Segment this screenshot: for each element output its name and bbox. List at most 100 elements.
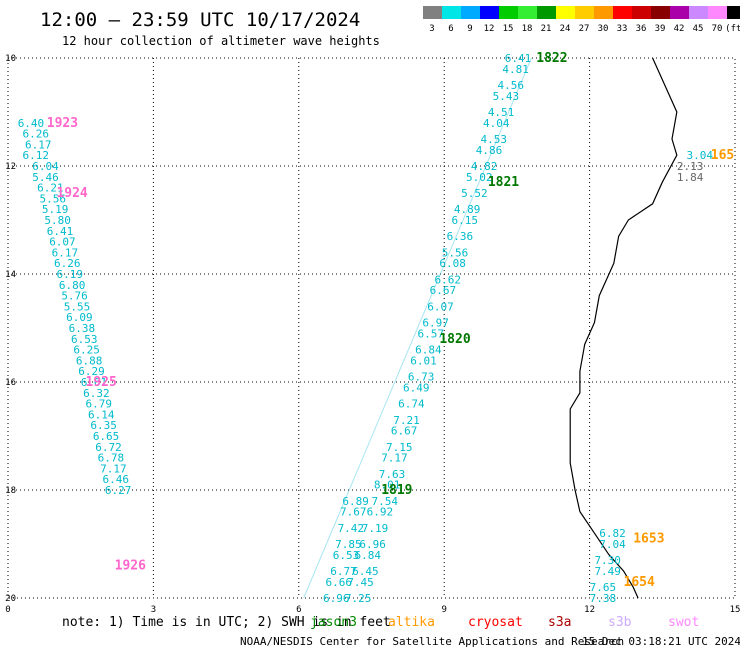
- x-tick-label: 6: [296, 605, 301, 615]
- scale-swatch: [594, 6, 613, 19]
- x-tick-label: 12: [584, 605, 595, 615]
- wave-height-value: 5.43: [493, 90, 519, 103]
- grid-lines: [7, 57, 736, 599]
- wave-height-value: 6.80: [59, 279, 86, 292]
- wave-height-value: 7.15: [386, 441, 413, 454]
- wave-height-value: 6.07: [49, 236, 76, 249]
- wave-height-value: 7.85: [335, 538, 362, 551]
- scale-swatch: [556, 6, 575, 19]
- scale-swatch: [575, 6, 594, 19]
- wave-height-value: 6.96: [323, 592, 350, 605]
- satellite-legend-label: swot: [668, 615, 699, 630]
- y-tick-label: 10: [5, 54, 16, 64]
- wave-height-value: 4.82: [471, 160, 498, 173]
- wave-height-value: 6.36: [447, 230, 474, 243]
- wave-height-value: 5.56: [40, 192, 67, 205]
- pass-label: 1924: [56, 186, 87, 201]
- wave-height-value: 6.27: [105, 484, 132, 497]
- y-tick-label: 16: [5, 378, 16, 388]
- wave-height-value: 6.67: [430, 284, 457, 297]
- wave-height-value: 7.65: [590, 581, 617, 594]
- scale-label: (ft): [725, 24, 740, 34]
- y-tick-label: 12: [5, 162, 16, 172]
- wave-height-value: 5.02: [466, 171, 493, 184]
- plot-frame: [7, 57, 736, 599]
- wave-height-value: 6.08: [439, 257, 466, 270]
- scale-label: 27: [579, 24, 590, 34]
- wave-height-value: 6.62: [435, 273, 462, 286]
- pass-label: 1819: [381, 483, 412, 498]
- satellite-legend-label: cryosat: [468, 615, 523, 630]
- scale-swatch: [480, 6, 499, 19]
- wave-height-value: 6.96: [359, 538, 386, 551]
- satellite-legend-label: s3a: [548, 615, 571, 630]
- wave-height-value: 5.55: [64, 300, 90, 313]
- scale-swatch: [423, 6, 442, 19]
- wave-height-value: 6.19: [56, 268, 83, 281]
- wave-height-value: 7.49: [594, 565, 621, 578]
- y-tick-label: 14: [5, 270, 16, 280]
- scale-label: 30: [598, 24, 609, 34]
- scale-label: 33: [617, 24, 628, 34]
- wave-height-value: 7.38: [590, 592, 617, 605]
- scale-swatch: [613, 6, 632, 19]
- wave-height-value: 7.19: [362, 522, 389, 535]
- wave-height-value: 6.12: [23, 149, 50, 162]
- pass-label: 1820: [439, 332, 470, 347]
- scale-swatch: [651, 6, 670, 19]
- scale-swatch: [670, 6, 689, 19]
- wave-height-value: 7.67: [340, 506, 367, 519]
- wave-height-value: 4.53: [481, 133, 508, 146]
- scale-label: 70: [712, 24, 723, 34]
- wave-height-value: 6.41: [505, 52, 532, 65]
- wave-height-value: 7.17: [100, 462, 127, 475]
- scale-swatch: [442, 6, 461, 19]
- wave-height-value: 6.57: [418, 327, 445, 340]
- wave-height-value: 5.52: [461, 187, 488, 200]
- wave-height-value: 2.13: [677, 160, 704, 173]
- pass-label: 165: [711, 148, 734, 163]
- scale-label: 24: [560, 24, 571, 34]
- wave-height-value: 6.79: [86, 398, 113, 411]
- coastline-path: [569, 57, 678, 599]
- wave-height-value: 5.56: [442, 246, 469, 259]
- wave-height-value: 4.81: [502, 63, 529, 76]
- track-line: [303, 57, 532, 599]
- wave-height-value: 6.17: [52, 246, 78, 259]
- pass-label: 1653: [633, 532, 664, 547]
- wave-height-value: 7.42: [338, 522, 365, 535]
- x-tick-label: 15: [730, 605, 740, 615]
- scale-swatch: [518, 6, 537, 19]
- pass-label: 1923: [47, 116, 78, 131]
- scale-label: 15: [503, 24, 514, 34]
- wave-height-value: 6.92: [367, 506, 394, 519]
- wave-height-value: 6.38: [69, 322, 96, 335]
- chart-title: 12:00 — 23:59 UTC 10/17/2024: [40, 9, 360, 31]
- x-tick-label: 3: [151, 605, 156, 615]
- wave-height-value: 6.15: [451, 214, 478, 227]
- wave-height-value: 7.30: [594, 554, 621, 567]
- wave-height-value: 7.63: [379, 468, 406, 481]
- wave-height-value: 6.97: [422, 317, 449, 330]
- satellite-legend-label: altika: [388, 615, 435, 630]
- wave-height-value: 1.84: [677, 171, 704, 184]
- wave-height-value: 6.29: [78, 365, 105, 378]
- wave-height-value: 4.04: [483, 117, 510, 130]
- wave-height-value: 6.73: [408, 371, 435, 384]
- scale-label: 42: [674, 24, 685, 34]
- pass-label: 1821: [488, 175, 519, 190]
- wave-height-value: 3.04: [687, 149, 714, 162]
- scale-label: 6: [448, 24, 453, 34]
- wave-height-value: 6.46: [103, 473, 130, 486]
- y-tick-label: 18: [5, 486, 16, 496]
- scale-label: 39: [655, 24, 666, 34]
- satellite-legend-label: jason3: [310, 615, 357, 630]
- scale-swatch: [727, 6, 740, 19]
- wave-height-value: 6.89: [342, 495, 369, 508]
- wave-height-value: 6.84: [355, 549, 382, 562]
- data-points: 6.414.814.565.434.514.044.534.864.825.02…: [18, 52, 714, 605]
- wave-height-value: 6.65: [93, 430, 120, 443]
- wave-height-value: 6.14: [88, 408, 115, 421]
